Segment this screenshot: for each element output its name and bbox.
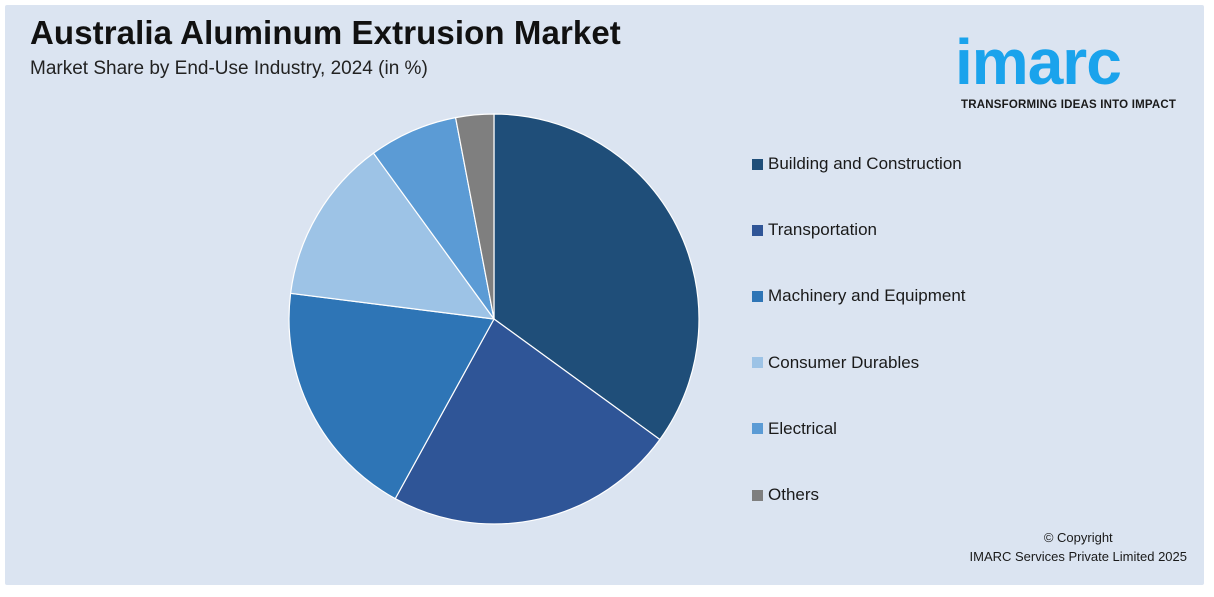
legend-item: Machinery and Equipment — [752, 284, 966, 308]
legend-swatch — [752, 489, 763, 501]
legend-swatch — [752, 290, 763, 302]
legend-label: Others — [768, 485, 820, 504]
pie-slice-transportation — [394, 318, 661, 525]
legend-swatch — [752, 158, 763, 170]
pie-slice-consumer-durables — [289, 152, 496, 320]
pie-slice-machinery-and-equipment — [288, 292, 495, 500]
legend-item: Transportation — [752, 218, 877, 242]
logo-tagline: TRANSFORMING IDEAS INTO IMPACT — [961, 99, 1177, 111]
legend-swatch — [752, 423, 763, 435]
copyright: © Copyright IMARC Services Private Limit… — [970, 528, 1187, 566]
copyright-line-1: © Copyright — [1043, 530, 1113, 545]
chart-subtitle: Market Share by End-Use Industry, 2024 (… — [30, 58, 428, 79]
legend-label: Electrical — [768, 418, 837, 438]
logo-wordmark: imarc — [955, 26, 1122, 98]
legend-label: Building and Construction — [768, 154, 962, 173]
legend-item: Others — [752, 483, 819, 507]
legend-label: Transportation — [768, 220, 877, 240]
legend-item: Consumer Durables — [752, 351, 919, 375]
legend-item: Electrical — [752, 417, 837, 441]
chart-title: Australia Aluminum Extrusion Market — [30, 14, 621, 51]
legend-item: Building and Construction — [752, 152, 962, 176]
imarc-logo: imarc TRANSFORMING IDEAS INTO IMPACT — [955, 12, 1195, 117]
legend-label: Consumer Durables — [768, 352, 920, 372]
copyright-line-2: IMARC Services Private Limited 2025 — [969, 549, 1187, 564]
pie-slice-building-and-construction — [493, 113, 700, 441]
legend-swatch — [752, 224, 763, 236]
pie-slice-others — [454, 113, 495, 320]
legend-swatch — [752, 357, 763, 369]
legend-label: Machinery and Equipment — [768, 286, 966, 306]
